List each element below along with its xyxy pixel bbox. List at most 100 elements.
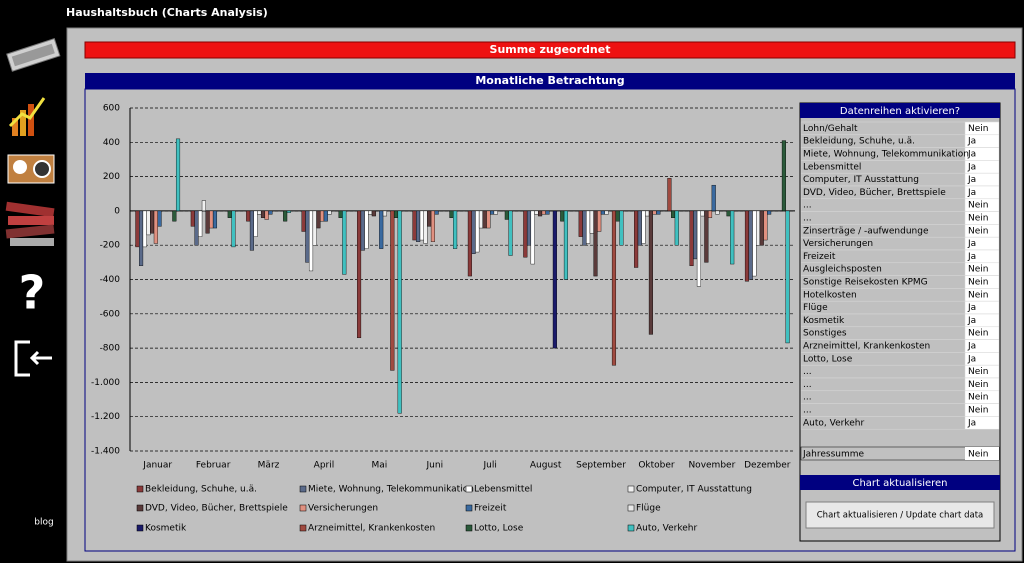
bar [342,210,347,275]
panel-row-label: Lotto, Lose [803,354,853,364]
panel-row-value: Nein [968,201,988,211]
banner [84,41,1016,59]
panel-row-value: Nein [968,393,988,403]
bar [175,138,181,212]
legend-swatch [465,504,473,512]
bar [785,210,790,344]
panel-row-value: Ja [967,303,976,313]
bar [246,210,251,222]
bar [560,210,565,222]
tools-icon[interactable] [7,154,55,184]
bar [453,210,458,249]
legend-label: Bekleidung, Schuhe, u.ä. [145,485,257,495]
bar [264,210,269,220]
bar [508,210,513,256]
bar [637,210,642,246]
bar [416,210,421,242]
bar [689,210,694,266]
legend-label: Auto, Verkehr [636,524,697,534]
blog-link[interactable]: blog [34,518,53,528]
bar [634,210,639,268]
y-tick-label: -400 [100,275,121,285]
books-icon[interactable] [5,201,55,246]
y-tick-label: 600 [103,104,120,114]
total-value: Nein [968,450,988,460]
chart-icon[interactable] [8,97,46,136]
panel-row-label: Sonstige Reisekosten KPMG [803,278,928,288]
panel-row-label: Lebensmittel [803,162,861,172]
bar [781,140,786,212]
panel-row-label: ... [803,393,812,403]
bar [316,210,321,229]
update-button[interactable] [805,501,995,529]
bar [172,210,177,222]
bar [604,210,609,215]
bar [744,210,750,282]
panel-row-label: Freizeit [803,252,836,262]
bar [611,210,617,366]
y-tick-label: -1.000 [91,378,120,388]
bar [412,210,417,241]
bar [198,210,203,237]
panel-row-value: Nein [968,278,988,288]
bar [715,210,720,215]
help-icon[interactable]: ? [19,266,46,320]
y-tick-label: -200 [100,241,121,251]
keyboard-icon[interactable] [6,38,61,72]
panel-row-label: ... [803,201,812,211]
bar [430,210,435,242]
panel-row-label: Kosmetik [803,316,845,326]
legend-swatch [136,524,144,532]
bar [253,210,258,237]
bar [475,210,480,253]
y-tick-label: 200 [103,172,120,182]
bar [619,210,624,246]
legend-swatch [627,524,635,532]
panel-row-value: Nein [968,406,988,416]
panel-row-value: Ja [967,137,976,147]
bar [283,210,288,222]
bar [597,210,602,232]
bar [748,210,753,280]
x-tick-label: Oktober [638,461,675,471]
y-tick-label: -800 [100,344,121,354]
legend-swatch [627,485,635,493]
panel-row-label: ... [803,406,812,416]
total-label: Jahressumme [802,450,865,460]
panel-row-label: Miete, Wohnung, Telekommunikation [803,150,969,160]
bar [541,210,546,215]
panel-row-label: DVD, Video, Bücher, Brettspiele [803,188,946,198]
panel-row-value: Nein [968,329,988,339]
legend-label: Flüge [636,504,661,514]
bar [478,210,484,229]
bar [379,210,384,249]
bar [493,210,498,215]
panel-row-label: Bekleidung, Schuhe, u.ä. [803,137,915,147]
bar [586,210,591,244]
panel-row-value: Nein [968,380,988,390]
legend-swatch [136,504,144,512]
bar [600,210,605,215]
update-button-label[interactable]: Chart aktualisieren / Update chart data [817,511,984,521]
panel-row-label: Versicherungen [803,239,873,249]
bar [419,210,424,241]
x-tick-label: Juli [483,461,497,471]
legend-label: Freizeit [474,504,507,514]
bar [711,184,716,212]
bar [674,210,679,246]
chart-header [85,73,1015,89]
bar [759,210,764,246]
bar [652,210,657,215]
bar [397,210,402,414]
bar [615,210,620,222]
exit-icon[interactable] [14,340,52,377]
bar [157,210,162,227]
legend-label: Versicherungen [308,504,378,514]
bar [209,210,214,229]
panel-row-label: Arzneimittel, Krankenkosten [803,342,930,352]
bar [578,210,583,237]
y-tick-label: 0 [114,206,120,216]
bar [153,210,158,244]
legend-swatch [465,524,473,532]
bar [268,210,273,215]
